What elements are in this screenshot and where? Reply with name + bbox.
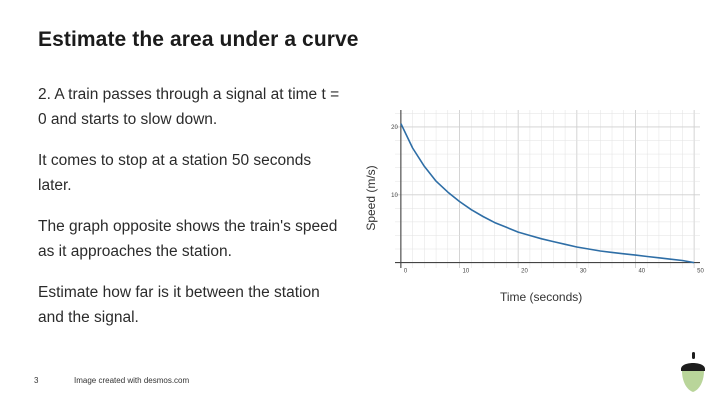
- question-paragraph-3: The graph opposite shows the train's spe…: [38, 218, 338, 260]
- acorn-logo-icon: [681, 352, 705, 392]
- y-axis-label: Speed (m/s): [364, 165, 378, 230]
- x-tick-label: 10: [463, 269, 470, 275]
- slide-title: Estimate the area under a curve: [38, 28, 359, 51]
- question-paragraph-4: Estimate how far is it between the stati…: [38, 284, 320, 326]
- x-tick-label: 50: [697, 269, 704, 275]
- image-credit: Image created with desmos.com: [74, 376, 190, 385]
- page-number: 3: [34, 376, 39, 385]
- x-tick-label: 40: [638, 269, 645, 275]
- x-tick-label: 30: [580, 269, 587, 275]
- question-paragraph-2: It comes to stop at a station 50 seconds…: [38, 152, 312, 194]
- question-text: 2. A train passes through a signal at ti…: [38, 82, 343, 346]
- x-tick-label: 20: [521, 269, 528, 275]
- speed-curve-line: [400, 123, 695, 264]
- x-tick-label: 0: [404, 269, 408, 275]
- x-axis-label: Time (seconds): [500, 290, 583, 304]
- y-tick-label: 20: [391, 125, 398, 131]
- y-tick-label: 10: [391, 193, 398, 199]
- question-paragraph-1: 2. A train passes through a signal at ti…: [38, 86, 340, 128]
- speed-time-graph: 0 10 20 30 40 50 20 10 Speed (m/s): [364, 110, 704, 275]
